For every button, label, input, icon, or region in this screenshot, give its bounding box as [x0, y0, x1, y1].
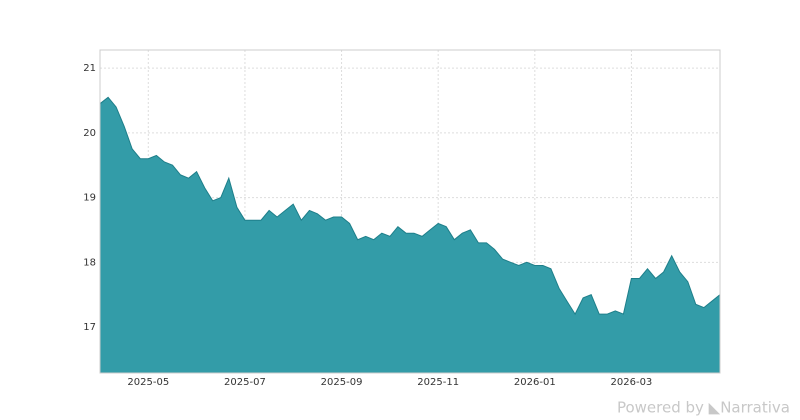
y-tick-label: 20 [83, 128, 96, 139]
x-tick-label: 2026-03 [611, 377, 653, 388]
x-tick-label: 2026-01 [514, 377, 556, 388]
x-tick-label: 2025-11 [417, 377, 459, 388]
area [99, 96, 721, 374]
plot-frame [99, 49, 721, 374]
x-tick-label: 2025-09 [321, 377, 363, 388]
y-tick-label: 21 [83, 63, 96, 74]
x-tick-label: 2025-05 [127, 377, 169, 388]
y-tick-label: 17 [83, 322, 96, 333]
y-tick-label: 19 [83, 193, 96, 204]
y-tick-label: 18 [83, 257, 96, 268]
x-tick-label: 2025-07 [224, 377, 266, 388]
brand-credit: Powered by ◣Narrativa [617, 399, 790, 417]
